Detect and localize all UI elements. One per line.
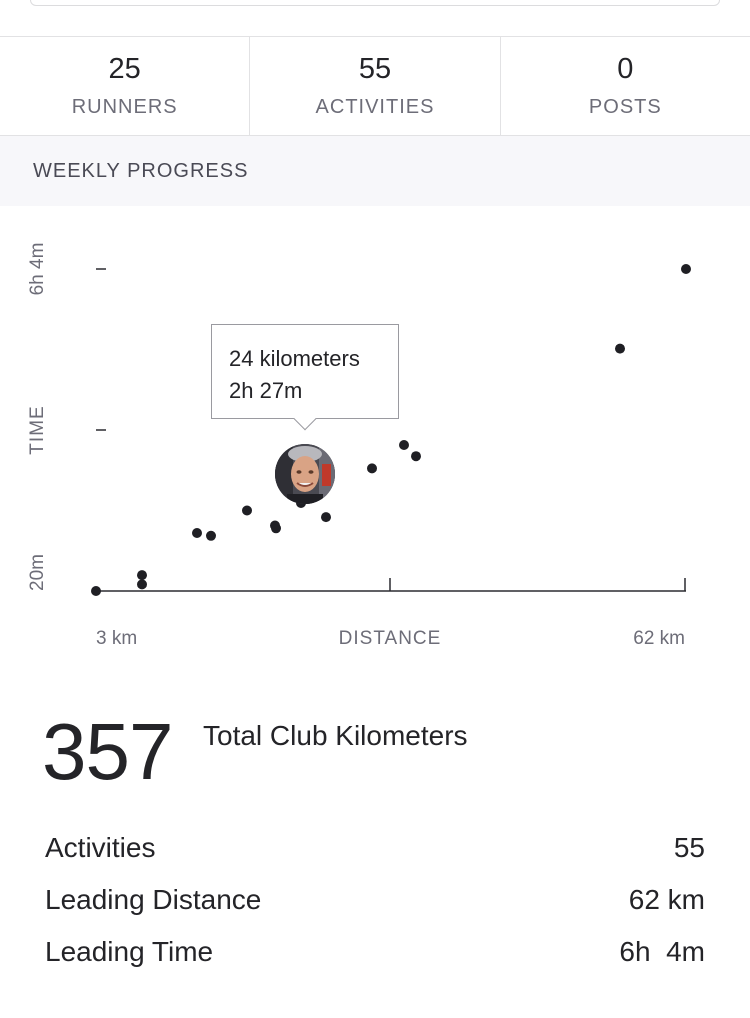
data-point[interactable]: [270, 520, 280, 531]
summary-label: Leading Time: [45, 936, 214, 967]
club-stats: 25 RUNNERS 55 ACTIVITIES 0 POSTS: [0, 37, 750, 135]
data-point[interactable]: [192, 528, 202, 538]
stat-runners-value: 25: [108, 53, 141, 85]
stat-runners-label: RUNNERS: [71, 96, 178, 118]
data-point[interactable]: [91, 586, 101, 596]
y-tick-label-max: 6h 4m: [27, 243, 48, 296]
chart-axes: [96, 268, 686, 592]
data-point[interactable]: [615, 343, 625, 354]
data-point[interactable]: [206, 530, 216, 541]
summary-label: Leading Distance: [45, 884, 262, 915]
data-point[interactable]: [411, 451, 421, 462]
data-point[interactable]: [242, 505, 252, 516]
tooltip-time: 2h 27m: [229, 378, 303, 403]
data-point[interactable]: [137, 579, 147, 590]
data-point[interactable]: [681, 264, 691, 274]
stat-activities-value: 55: [358, 53, 392, 85]
stat-activities[interactable]: 55 ACTIVITIES: [250, 37, 501, 135]
weekly-progress-chart: 3 km DISTANCE 62 km 20m TIME 6h 4m: [27, 243, 691, 649]
stat-activities-label: ACTIVITIES: [315, 96, 435, 118]
y-tick-label-min: 20m: [27, 554, 48, 591]
summary-value: 55: [673, 832, 705, 863]
x-tick-label-max: 62 km: [633, 628, 685, 649]
summary-row-leading-time: Leading Time 6h 4m: [45, 926, 705, 978]
section-title: WEEKLY PROGRESS: [33, 159, 249, 182]
data-point-tooltip: 24 kilometers 2h 27m: [211, 324, 399, 431]
summary-label: Activities: [45, 832, 156, 863]
summary-value: 6h 4m: [619, 936, 705, 967]
data-point[interactable]: [321, 512, 331, 523]
weekly-progress-header: WEEKLY PROGRESS: [0, 135, 750, 206]
highlighted-runner-avatar[interactable]: [275, 444, 335, 504]
data-point[interactable]: [367, 463, 377, 474]
tooltip-distance: 24 kilometers: [229, 346, 360, 371]
y-axis-title: TIME: [27, 405, 48, 454]
summary-list: Activities 55 Leading Distance 62 km Lea…: [45, 822, 705, 978]
data-point[interactable]: [399, 440, 409, 450]
stat-posts-label: POSTS: [588, 96, 662, 118]
summary-row-activities: Activities 55: [45, 822, 705, 874]
search-bar[interactable]: [30, 0, 720, 6]
stat-posts-value: 0: [617, 53, 634, 85]
data-point[interactable]: [137, 570, 147, 581]
x-tick-label-min: 3 km: [96, 628, 137, 649]
total-kilometers-label: Total Club Kilometers: [203, 720, 468, 751]
data-points: [91, 264, 691, 596]
summary-value: 62 km: [628, 884, 705, 915]
summary-row-leading-distance: Leading Distance 62 km: [45, 874, 705, 926]
avatar-image: [275, 444, 335, 504]
x-axis-title: DISTANCE: [339, 628, 442, 649]
divider: [0, 36, 750, 37]
stat-posts[interactable]: 0 POSTS: [501, 37, 750, 135]
axis-labels: 3 km DISTANCE 62 km 20m TIME 6h 4m: [27, 243, 685, 649]
stat-runners[interactable]: 25 RUNNERS: [0, 37, 251, 135]
total-kilometers-value: 357: [42, 707, 173, 796]
